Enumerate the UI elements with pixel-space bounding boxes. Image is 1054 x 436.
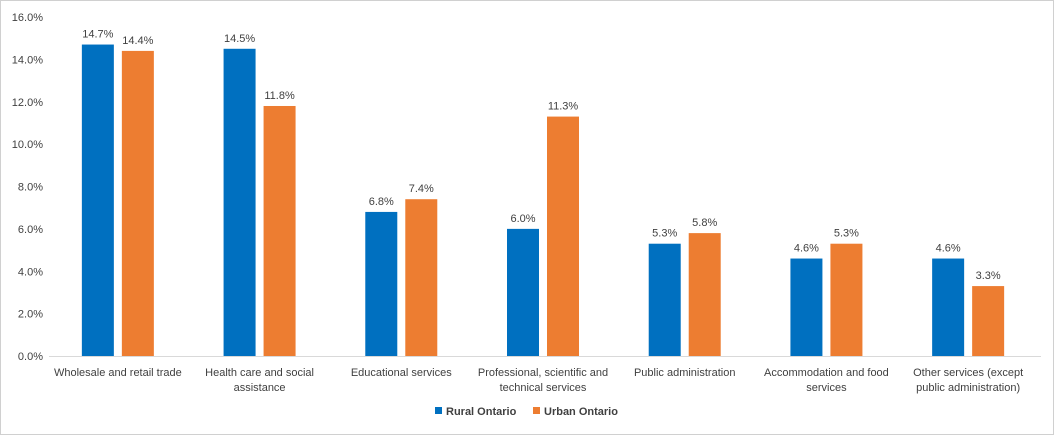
legend: Rural Ontario Urban Ontario: [435, 406, 618, 418]
data-label: 11.3%: [548, 101, 579, 113]
bar-urban: [263, 105, 296, 356]
data-label: 7.4%: [409, 183, 434, 195]
y-tick-label: 12.0%: [12, 97, 43, 109]
category-label: Educational services: [351, 367, 452, 379]
category-label: Health care and social assistance: [205, 367, 314, 394]
data-label: 11.8%: [264, 90, 295, 102]
category-label: Other services (except public administrat…: [913, 367, 1023, 394]
y-tick-label: 14.0%: [12, 54, 43, 66]
data-label: 6.8%: [369, 196, 394, 208]
data-label: 3.3%: [976, 270, 1001, 282]
y-tick-label: 8.0%: [18, 182, 43, 194]
y-axis: 0.0% 2.0% 4.0% 6.0% 8.0% 10.0% 12.0% 14.0% 16.0%: [12, 12, 43, 363]
data-label: 5.3%: [652, 228, 677, 240]
data-label: 14.5%: [224, 33, 255, 45]
y-tick-label: 4.0%: [18, 266, 43, 278]
y-tick-label: 6.0%: [18, 224, 43, 236]
bar-rural: [223, 48, 256, 356]
category-label: Professional, scientific and technical se…: [478, 367, 608, 394]
legend-swatch: [533, 407, 540, 414]
bar-rural: [648, 243, 681, 356]
category-label: Public administration: [634, 367, 736, 379]
bar-rural: [790, 258, 823, 356]
x-axis: Wholesale and retail trade Health care an…: [49, 356, 1041, 394]
y-tick-label: 16.0%: [12, 12, 43, 24]
bar-urban: [972, 286, 1005, 356]
bar-urban: [688, 233, 721, 356]
y-tick-label: 2.0%: [18, 309, 43, 321]
legend-swatch: [435, 407, 442, 414]
legend-label: Rural Ontario: [446, 406, 517, 418]
data-label: 14.7%: [82, 29, 113, 41]
y-tick-label: 10.0%: [12, 139, 43, 151]
legend-label: Urban Ontario: [544, 406, 618, 418]
data-label: 14.4%: [122, 35, 153, 47]
data-labels: 14.7% 14.4% 14.5% 11.8% 6.8% 7.4% 6.0% 11.3% 5.3…: [82, 29, 1001, 283]
bar-urban: [405, 199, 438, 356]
category-label: Wholesale and retail trade: [54, 367, 182, 379]
bar-rural: [365, 211, 398, 356]
data-label: 6.0%: [510, 213, 535, 225]
data-label: 4.6%: [936, 243, 961, 255]
category-label: Accommodation and food services: [764, 367, 889, 394]
bar-urban: [121, 50, 154, 357]
bars: [81, 44, 1005, 357]
bar-urban: [547, 116, 579, 356]
y-tick-label: 0.0%: [18, 351, 43, 363]
data-label: 5.8%: [692, 217, 717, 229]
bar-rural: [81, 44, 114, 356]
bar-urban: [830, 243, 863, 356]
bar-rural: [932, 258, 965, 356]
bar-rural: [507, 228, 539, 356]
data-label: 4.6%: [794, 243, 819, 255]
data-label: 5.3%: [834, 228, 859, 240]
